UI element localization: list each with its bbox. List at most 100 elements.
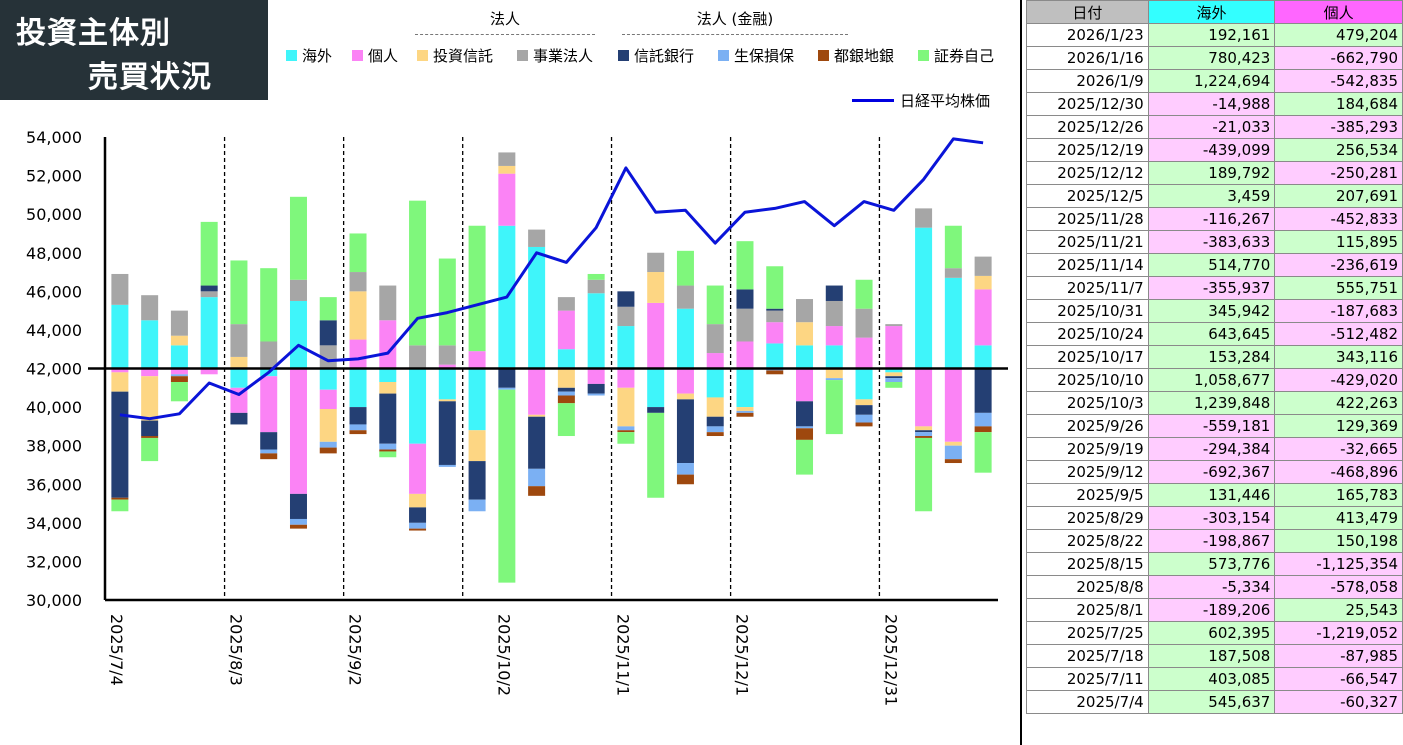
cell-kaigai: -198,867	[1147, 529, 1276, 553]
y-tick-label: 46,000	[26, 282, 82, 301]
table-row: 2026/1/23 192,161 479,204	[1026, 23, 1403, 47]
cell-date: 2025/9/19	[1026, 437, 1149, 461]
cell-kaigai: 545,637	[1147, 690, 1276, 714]
cell-date: 2025/9/12	[1026, 460, 1149, 484]
bar-toshigin	[260, 453, 278, 460]
cell-kojin: -452,833	[1274, 207, 1403, 231]
bar-toushin	[468, 430, 486, 462]
bar-shouken	[260, 268, 278, 342]
bar-kaigai	[706, 368, 724, 398]
cell-kojin: -250,281	[1274, 161, 1403, 185]
bar-kojin	[647, 302, 665, 369]
cell-kojin: 422,263	[1274, 391, 1403, 415]
y-tick-label: 38,000	[26, 437, 82, 456]
bar-shintaku	[706, 416, 724, 427]
legend-label: 生保損保	[734, 47, 795, 65]
bar-shintaku	[974, 368, 992, 413]
bar-kaigai	[647, 368, 665, 408]
bar-kaigai	[349, 368, 367, 408]
bar-toushin	[676, 393, 694, 400]
cell-kaigai: -14,988	[1147, 92, 1276, 116]
legend-item-toshigin: 都銀地銀	[818, 45, 894, 66]
bar-jigyou	[825, 300, 843, 327]
cell-date: 2025/10/24	[1026, 322, 1149, 346]
bar-jigyou	[111, 273, 129, 305]
bar-toshigin	[141, 436, 159, 438]
bar-kaigai	[796, 345, 814, 369]
bar-kaigai	[676, 308, 694, 369]
table-row: 2025/11/14 514,770 -236,619	[1026, 253, 1403, 277]
cell-kaigai: -303,154	[1147, 506, 1276, 530]
bar-shouken	[141, 437, 159, 462]
bar-toushin	[617, 387, 635, 427]
bar-shouken	[409, 200, 427, 346]
table-row: 2025/11/21 -383,633 115,895	[1026, 230, 1403, 254]
bar-toshigin	[528, 486, 546, 496]
cell-date: 2025/7/11	[1026, 667, 1149, 691]
cell-kaigai: -439,099	[1147, 138, 1276, 162]
cell-kojin: -385,293	[1274, 115, 1403, 139]
cell-date: 2025/12/19	[1026, 138, 1149, 162]
bar-shintaku	[825, 285, 843, 301]
group-line-corp	[415, 34, 595, 35]
cell-date: 2025/8/29	[1026, 506, 1149, 530]
cell-kojin: -662,790	[1274, 46, 1403, 70]
bar-jigyou	[617, 306, 635, 327]
bar-kojin	[349, 339, 367, 369]
bar-kojin	[498, 173, 516, 226]
table-row: 2025/12/19 -439,099 256,534	[1026, 138, 1403, 162]
table-row: 2025/12/12 189,792 -250,281	[1026, 161, 1403, 185]
cell-kaigai: 192,161	[1147, 23, 1276, 47]
bar-shouken	[766, 266, 784, 309]
nikkei-legend-line	[852, 99, 894, 102]
bar-jigyou	[915, 208, 933, 228]
bar-seiho	[468, 499, 486, 512]
bar-kaigai	[944, 277, 962, 369]
bar-kaigai	[319, 368, 337, 390]
bar-kaigai	[736, 368, 754, 408]
bar-shintaku	[528, 416, 546, 469]
legend-swatch	[286, 50, 297, 61]
table-row: 2025/9/12 -692,367 -468,896	[1026, 460, 1403, 484]
bar-toshigin	[289, 524, 307, 529]
bar-shintaku	[319, 320, 337, 346]
bar-kaigai	[617, 326, 635, 369]
bar-kojin	[438, 364, 456, 369]
bar-jigyou	[796, 299, 814, 323]
bar-shouken	[319, 297, 337, 321]
table-row: 2025/10/17 153,284 343,116	[1026, 345, 1403, 369]
bar-shouken	[289, 196, 307, 280]
cell-kaigai: -116,267	[1147, 207, 1276, 231]
bar-seiho	[796, 426, 814, 429]
flow-table: 日付 海外 個人 2026/1/23 192,161 479,204 2026/1/1…	[1026, 0, 1403, 714]
bar-jigyou	[706, 324, 724, 354]
bar-jigyou	[736, 308, 754, 342]
bar-seiho	[706, 426, 724, 433]
bar-shouken	[647, 412, 665, 498]
bar-kojin	[736, 341, 754, 369]
bar-kojin	[825, 326, 843, 346]
bar-toushin	[498, 165, 516, 174]
cell-kojin: 207,691	[1274, 184, 1403, 208]
bar-shintaku	[379, 393, 397, 444]
bar-kojin	[409, 443, 427, 494]
bar-jigyou	[260, 341, 278, 369]
bar-toushin	[438, 399, 456, 402]
nikkei-line	[119, 137, 984, 421]
y-tick-label: 36,000	[26, 475, 82, 494]
bar-shintaku	[409, 507, 427, 523]
bar-jigyou	[557, 297, 575, 311]
cell-kojin: -512,482	[1274, 322, 1403, 346]
bar-shouken	[855, 279, 873, 309]
bar-jigyou	[170, 310, 188, 336]
cell-kaigai: 187,508	[1147, 644, 1276, 668]
bar-kojin	[379, 320, 397, 369]
bar-shouken	[349, 233, 367, 273]
bar-jigyou	[498, 152, 516, 166]
bar-shintaku	[200, 285, 218, 292]
legend-label: 海外	[302, 47, 333, 65]
col-header-kaigai: 海外	[1147, 0, 1276, 24]
bar-jigyou	[409, 345, 427, 369]
cell-date: 2025/10/17	[1026, 345, 1149, 369]
bar-kojin	[468, 351, 486, 369]
